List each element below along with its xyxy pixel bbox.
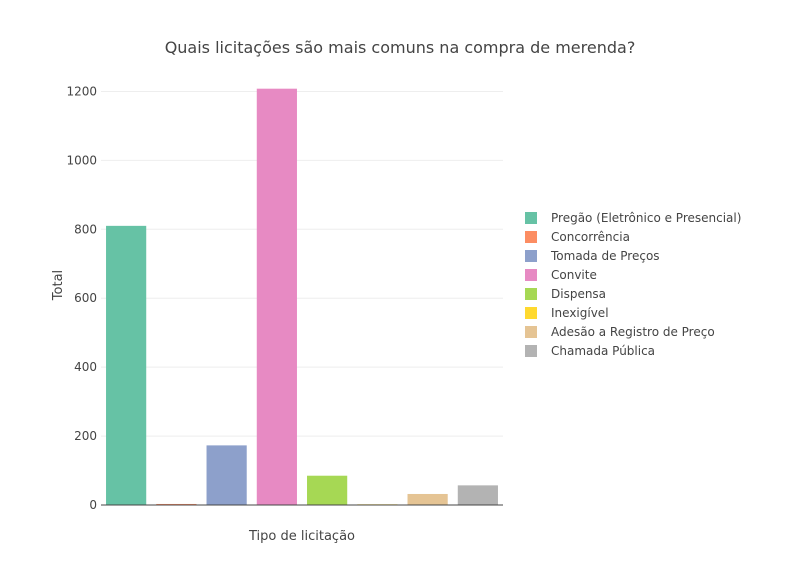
y-tick-label: 1200 [66,84,97,98]
x-axis-title: Tipo de licitação [248,529,355,544]
bar[interactable] [407,493,448,505]
y-tick-labels: 0 200 400 600 800 1000 1200 [66,84,97,512]
bar[interactable] [457,485,498,505]
legend-swatch[interactable] [525,326,537,338]
y-axis-title: Total [51,270,66,301]
legend: Pregão (Eletrônico e Presencial) Concorrê… [525,211,741,358]
legend-label[interactable]: Concorrência [551,230,630,244]
legend-label[interactable]: Adesão a Registro de Preço [551,325,715,339]
legend-swatch[interactable] [525,307,537,319]
legend-swatch[interactable] [525,250,537,262]
y-tick-label: 0 [89,498,97,512]
y-tick-label: 400 [74,360,97,374]
legend-swatch[interactable] [525,231,537,243]
bar[interactable] [206,445,247,505]
bar[interactable] [256,88,297,505]
legend-swatch[interactable] [525,212,537,224]
y-tick-label: 200 [74,429,97,443]
bar[interactable] [307,475,348,505]
legend-label[interactable]: Pregão (Eletrônico e Presencial) [551,211,741,225]
y-tick-label: 1000 [66,153,97,167]
y-tick-label: 600 [74,291,97,305]
bars [106,88,498,505]
legend-label[interactable]: Inexigível [551,306,609,320]
legend-label[interactable]: Chamada Pública [551,344,655,358]
gridlines [101,90,503,437]
legend-label[interactable]: Convite [551,268,597,282]
legend-swatch[interactable] [525,288,537,300]
bar[interactable] [156,503,197,505]
chart-title: Quais licitações são mais comuns na comp… [165,38,636,57]
y-tick-label: 800 [74,222,97,236]
legend-label[interactable]: Tomada de Preços [550,249,660,263]
legend-label[interactable]: Dispensa [551,287,606,301]
bar[interactable] [106,225,147,505]
legend-swatch[interactable] [525,269,537,281]
legend-swatch[interactable] [525,345,537,357]
